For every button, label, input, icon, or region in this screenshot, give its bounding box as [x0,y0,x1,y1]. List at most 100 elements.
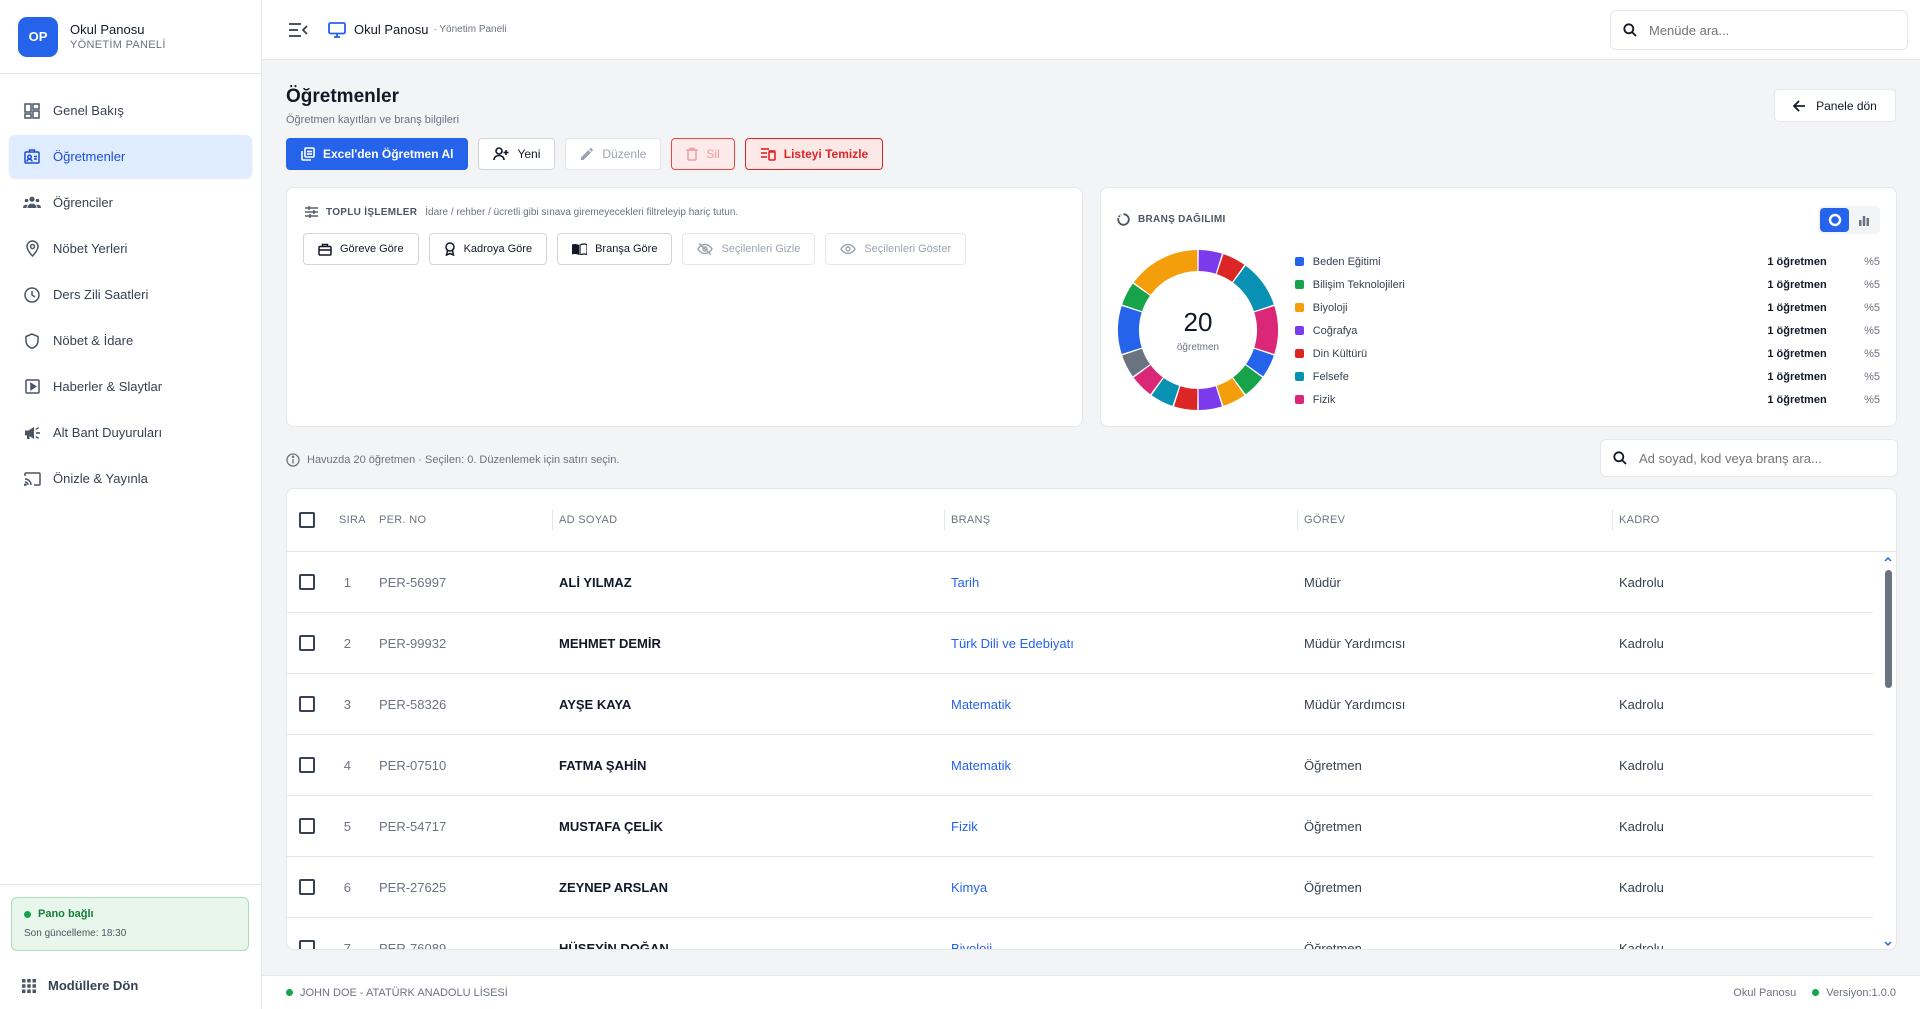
table-row[interactable]: 1 PER-56997 ALİ YILMAZ Tarih Müdür Kadrolu [287,552,1873,613]
cell-brans-link[interactable]: Tarih [951,575,980,590]
row-checkbox[interactable] [299,818,315,834]
sidebar-item-label: Öğrenciler [53,195,113,210]
row-checkbox[interactable] [299,879,315,895]
scroll-up-icon[interactable] [1882,554,1894,564]
row-checkbox[interactable] [299,696,315,712]
table-row[interactable]: 4 PER-07510 FATMA ŞAHİN Matematik Öğretmen Ka… [287,735,1873,796]
column-ad-soyad[interactable]: AD SOYAD [559,514,618,526]
legend-percent: %5 [1864,301,1880,314]
donut-segment[interactable] [1118,306,1142,354]
sidebar-item-ders-zili[interactable]: Ders Zili Saatleri [9,273,252,316]
table-row[interactable]: 3 PER-58326 AYŞE KAYA Matematik Müdür Yardım… [287,674,1873,735]
branch-donut-chart [1118,250,1278,410]
donut-segment[interactable] [1174,386,1198,410]
table-row[interactable]: 5 PER-54717 MUSTAFA ÇELİK Fizik Öğretmen Kadr… [287,796,1873,857]
table-body: 1 PER-56997 ALİ YILMAZ Tarih Müdür Kadrolu 2 PE… [287,552,1896,950]
monitor-icon [328,21,346,38]
menu-collapse-icon[interactable] [288,19,310,41]
row-checkbox[interactable] [299,574,315,590]
filter-by-role-button[interactable]: Göreve Göre [303,233,419,265]
filter-by-branch-button[interactable]: Branşa Göre [557,233,673,265]
donut-segment[interactable] [1216,378,1245,406]
cell-brans-link[interactable]: Fizik [951,819,978,834]
import-excel-button[interactable]: Excel'den Öğretmen Al [286,138,469,170]
clear-list-button[interactable]: Listeyi Temizle [744,138,884,170]
table-row[interactable]: 2 PER-99932 MEHMET DEMİR Türk Dili ve Edebi… [287,613,1873,674]
column-kadro[interactable]: KADRO [1619,514,1660,526]
donut-segment[interactable] [1122,348,1150,377]
cell-brans-link[interactable]: Türk Dili ve Edebiyatı [951,636,1074,651]
donut-segment[interactable] [1198,386,1222,410]
info-icon [286,453,300,467]
sidebar-item-genel-bakis[interactable]: Genel Bakış [9,89,252,132]
sidebar-item-nobet-idare[interactable]: Nöbet & İdare [9,319,252,362]
table-row[interactable]: 7 PER-76089 HÜSEYİN DOĞAN Biyoloji Öğretmen K… [287,918,1873,950]
row-checkbox[interactable] [299,757,315,773]
cell-brans-link[interactable]: Biyoloji [951,941,993,950]
modules-button[interactable]: Modüllere Dön [22,978,138,993]
delete-button[interactable]: Sil [671,138,735,170]
donut-segment[interactable] [1216,254,1245,282]
row-checkbox[interactable] [299,940,315,949]
legend-item: Biyoloji 1 öğretmen %5 [1295,296,1880,319]
sidebar-item-ogretmenler[interactable]: Öğretmenler [9,135,252,178]
donut-segment[interactable] [1233,265,1274,312]
cell-kadro: Kadrolu [1619,758,1664,773]
sidebar-item-onizle[interactable]: Önizle & Yayınla [9,457,252,500]
bar-view-toggle[interactable] [1849,208,1878,232]
back-to-panel-button[interactable]: Panele dön [1774,89,1896,122]
cell-kadro: Kadrolu [1619,697,1664,712]
cell-kadro: Kadrolu [1619,636,1664,651]
cell-sira: 7 [343,941,351,950]
cast-icon [23,470,41,488]
cell-brans-link[interactable]: Kimya [951,880,988,895]
donut-segment[interactable] [1133,250,1198,295]
cell-per-no: PER-27625 [379,880,447,895]
donut-segment[interactable] [1233,365,1263,395]
donut-segment[interactable] [1133,365,1163,395]
show-selected-label: Seçilenleri Göster [864,243,952,255]
select-all-checkbox[interactable] [299,512,315,528]
column-sira[interactable]: SIRA [339,514,366,526]
table-row[interactable]: 6 PER-27625 ZEYNEP ARSLAN Kimya Öğretmen Kadr… [287,857,1873,918]
menu-search-input[interactable] [1649,22,1889,38]
legend-count: 1 öğretmen [1767,347,1827,360]
donut-view-toggle[interactable] [1820,208,1849,232]
scrollbar-thumb[interactable] [1885,570,1892,688]
sidebar-item-alt-bant[interactable]: Alt Bant Duyuruları [9,411,252,454]
show-selected-button[interactable]: Seçilenleri Göster [825,233,967,265]
table-scrollbar[interactable] [1882,552,1894,949]
divider [0,884,262,885]
status-title: Pano bağlı [38,908,94,920]
donut-segment[interactable] [1122,283,1150,312]
sidebar-item-ogrenciler[interactable]: Öğrenciler [9,181,252,224]
filter-by-staff-button[interactable]: Kadroya Göre [428,233,548,265]
scroll-down-icon[interactable] [1882,939,1894,949]
donut-segment[interactable] [1151,378,1180,406]
legend-percent: %5 [1864,278,1880,291]
legend-swatch [1295,257,1304,266]
column-brans[interactable]: BRANŞ [951,514,991,526]
table-search-input[interactable] [1639,450,1879,466]
sidebar-item-label: Nöbet & İdare [53,333,134,348]
column-gorev[interactable]: GÖREV [1304,514,1346,526]
bulk-title: TOPLU İŞLEMLER [326,206,418,218]
cell-ad-soyad: AYŞE KAYA [559,697,632,712]
cell-per-no: PER-07510 [379,758,447,773]
row-checkbox[interactable] [299,635,315,651]
new-teacher-button[interactable]: Yeni [478,138,556,170]
column-divider [1612,509,1613,531]
donut-segment[interactable] [1198,250,1222,274]
legend-count: 1 öğretmen [1767,255,1827,268]
donut-segment[interactable] [1246,348,1274,377]
cell-brans-link[interactable]: Matematik [951,697,1011,712]
edit-button[interactable]: Düzenle [565,138,662,170]
donut-segment[interactable] [1254,306,1278,354]
cell-brans-link[interactable]: Matematik [951,758,1011,773]
hide-selected-button[interactable]: Seçilenleri Gizle [682,233,816,265]
sidebar-item-nobet-yerleri[interactable]: Nöbet Yerleri [9,227,252,270]
sidebar-item-haberler[interactable]: Haberler & Slaytlar [9,365,252,408]
header-app-title: Okul Panosu [354,22,429,37]
column-per-no[interactable]: PER. NO [379,514,427,526]
connection-status-card: Pano bağlı Son güncelleme: 18:30 [11,897,249,951]
